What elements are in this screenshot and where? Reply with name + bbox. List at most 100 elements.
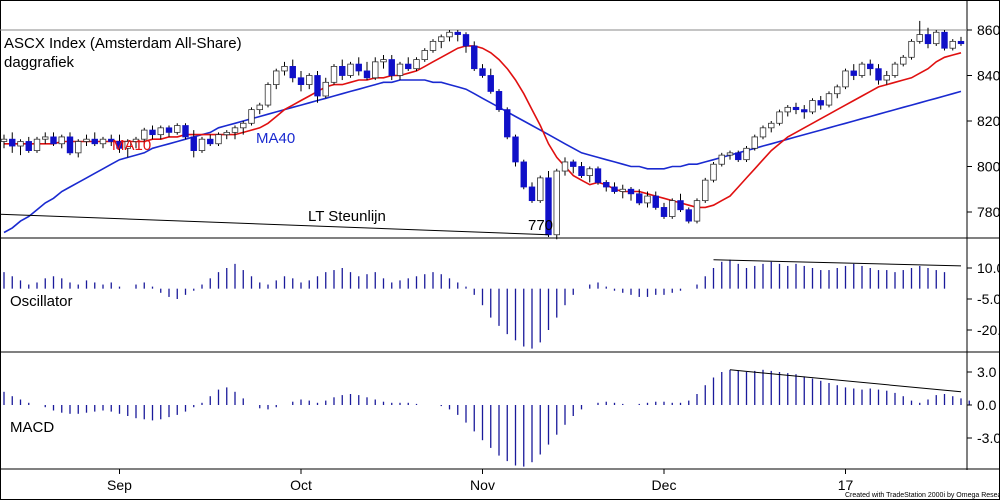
candle-body [751,136,758,149]
ma40-label: MA40 [256,130,295,147]
candle-body [355,63,362,72]
candle-body [330,66,338,83]
candle-body [33,138,41,151]
candle-body [504,109,511,138]
candle-body [726,152,734,156]
ma40-line [3,79,962,234]
candle-body [9,138,16,147]
candle-body [372,61,379,79]
macd-tick-label: 0.0 [977,397,997,413]
candle-body [644,195,651,204]
candle-body [421,50,428,60]
candle-body [652,195,659,208]
chart-title: ASCX Index (Amsterdam All-Share) [4,35,242,52]
candle-body [141,129,148,140]
price-tick-label: 780 [977,204,1000,220]
candle-body [834,86,841,95]
candle-body [933,31,940,45]
credit-text: Created with TradeStation 2000i by Omega… [845,491,1000,499]
candle-body [182,125,189,138]
month-label: Nov [470,477,495,493]
ma10-line [4,45,962,209]
candle-body [83,138,90,142]
candle-body [520,161,527,188]
candle-body [297,77,305,86]
price-candles [0,20,965,240]
candle-body [908,40,915,58]
candle-body [405,63,412,70]
candle-body [281,66,288,72]
candle-body [801,109,808,113]
candle-body [768,122,775,129]
candle-body [99,138,107,145]
oscillator-label: Oscillator [10,293,73,310]
oscillator-histogram [3,259,946,349]
month-label: Oct [290,477,312,493]
candle-body [264,84,272,106]
oscillator-tick-label: 10.0 [977,260,1000,276]
candle-body [875,68,882,81]
candle-body [454,31,461,35]
price-tick-label: 860 [977,22,1000,38]
trend-lines [0,213,962,393]
candle-body [396,63,404,76]
candle-body [924,34,932,45]
macd-histogram [3,369,970,467]
candle-body [149,129,156,136]
candle-body [289,66,296,79]
candle-body [883,75,890,81]
candle-body [25,141,32,151]
candle-body [190,136,197,151]
candle-body [75,141,82,154]
candle-body [735,152,742,161]
candle-body [867,63,874,70]
ma40-path [3,79,962,234]
price-tick-label: 800 [977,159,1000,175]
price-tick-label: 840 [977,68,1000,84]
candle-body [347,63,354,76]
candle-body [132,138,140,142]
candle-body [413,59,420,70]
month-label: 17 [838,477,854,493]
candle-body [586,168,593,176]
candle-body [553,170,560,236]
ma10-label: MA10 [112,137,151,154]
candle-body [446,31,453,38]
candle-body [215,134,222,145]
macd-trend-line [729,369,962,393]
candle-body [273,70,280,85]
candle-body [165,127,173,133]
candle-body [429,40,437,51]
candle-body [438,36,445,42]
candle-body [322,81,329,97]
candle-body [306,75,313,85]
candle-body [66,136,74,154]
macd-tick-label: -3.0 [977,430,1000,446]
candle-body [850,70,857,76]
candle-body [594,168,602,183]
candle-body [718,154,725,165]
candle-body [240,122,247,129]
candle-body [561,161,569,172]
candle-body [537,177,544,202]
candle-body [50,136,57,145]
candle-body [817,100,824,106]
candle-body [627,188,635,195]
candle-body [198,138,206,151]
candle-body [174,125,181,133]
candle-body [636,193,643,204]
candle-body [842,70,849,88]
candle-body [17,141,24,147]
candle-body [248,109,255,124]
candle-body [776,111,783,124]
ma10-path [4,45,962,209]
candle-body [685,209,692,222]
candle-body [512,136,519,163]
candle-body [611,186,618,192]
candle-body [660,207,668,217]
price-tick-label: 820 [977,113,1000,129]
candle-body [809,100,816,113]
candle-body [462,34,470,47]
oscillator-tick-label: -5.0 [977,291,1000,307]
candle-body [495,91,503,111]
